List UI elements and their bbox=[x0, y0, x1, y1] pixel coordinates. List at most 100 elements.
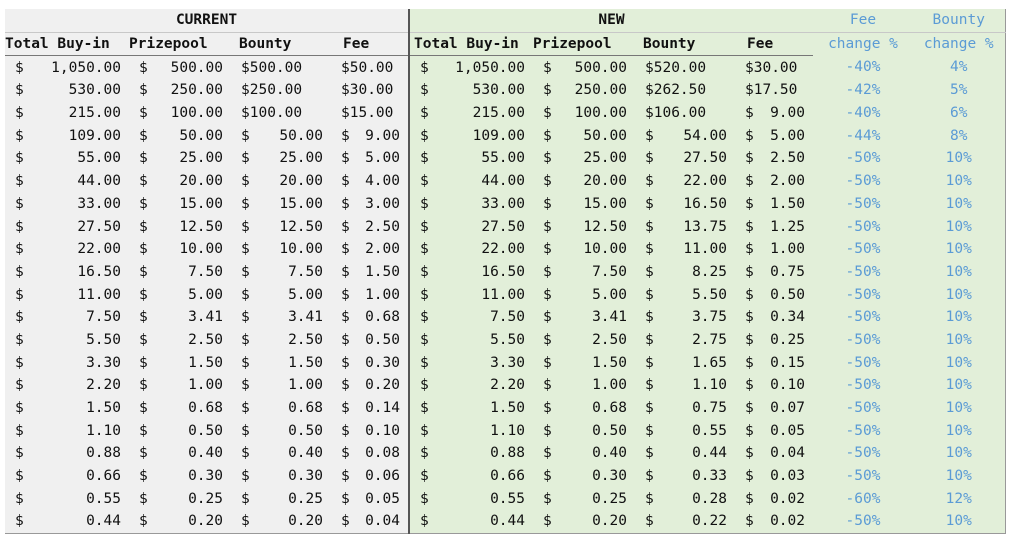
fee-change-cell[interactable]: -60% bbox=[813, 487, 913, 511]
current-fee-cell[interactable]: $0.10 bbox=[331, 419, 409, 443]
new-fee-cell[interactable]: $30.00 bbox=[735, 55, 813, 80]
fee-change-cell[interactable]: -50% bbox=[813, 351, 913, 374]
bounty-change-cell[interactable]: 10% bbox=[913, 169, 1006, 193]
new-total-buyin-cell[interactable]: $22.00 bbox=[408, 237, 533, 261]
new-bounty-cell[interactable]: $1.65 bbox=[635, 351, 735, 374]
current-total-buyin-cell[interactable]: $0.88 bbox=[5, 442, 129, 465]
current-bounty-cell[interactable]: $0.30 bbox=[231, 464, 331, 488]
bounty-change-cell[interactable]: 10% bbox=[913, 192, 1006, 216]
new-total-buyin-cell[interactable]: $1.50 bbox=[408, 396, 533, 420]
current-fee-header[interactable]: Fee bbox=[331, 32, 409, 57]
current-fee-cell[interactable]: $15.00 bbox=[331, 101, 409, 125]
current-bounty-cell[interactable]: $10.00 bbox=[231, 237, 331, 261]
new-bounty-cell[interactable]: $0.44 bbox=[635, 442, 735, 465]
current-fee-cell[interactable]: $2.00 bbox=[331, 237, 409, 261]
current-bounty-cell[interactable]: $100.00 bbox=[231, 101, 331, 125]
bounty-change-cell[interactable]: 10% bbox=[913, 374, 1006, 397]
current-prizepool-cell[interactable]: $7.50 bbox=[129, 260, 231, 284]
current-fee-cell[interactable]: $9.00 bbox=[331, 124, 409, 148]
current-bounty-cell[interactable]: $20.00 bbox=[231, 169, 331, 193]
current-prizepool-cell[interactable]: $3.41 bbox=[129, 305, 231, 329]
current-prizepool-cell[interactable]: $100.00 bbox=[129, 101, 231, 125]
fee-change-cell[interactable]: -50% bbox=[813, 237, 913, 261]
fee-change-cell[interactable]: -50% bbox=[813, 215, 913, 238]
new-fee-cell[interactable]: $5.00 bbox=[735, 124, 813, 148]
new-prizepool-cell[interactable]: $12.50 bbox=[533, 215, 635, 238]
fee-change-cell[interactable]: -50% bbox=[813, 442, 913, 465]
current-prizepool-cell[interactable]: $1.50 bbox=[129, 351, 231, 374]
new-bounty-cell[interactable]: $11.00 bbox=[635, 237, 735, 261]
fee-change-cell[interactable]: -50% bbox=[813, 328, 913, 352]
bounty-change-header-line2[interactable]: change % bbox=[913, 32, 1006, 56]
new-prizepool-cell[interactable]: $0.25 bbox=[533, 487, 635, 511]
current-bounty-cell[interactable]: $0.50 bbox=[231, 419, 331, 443]
bounty-change-cell[interactable]: 10% bbox=[913, 419, 1006, 443]
fee-change-header-line2[interactable]: change % bbox=[813, 32, 913, 56]
new-total-buyin-cell[interactable]: $0.44 bbox=[408, 510, 533, 534]
fee-change-cell[interactable]: -50% bbox=[813, 419, 913, 443]
fee-change-header-line1[interactable]: Fee bbox=[813, 9, 913, 33]
fee-change-cell[interactable]: -40% bbox=[813, 101, 913, 125]
current-total-buyin-cell[interactable]: $16.50 bbox=[5, 260, 129, 284]
current-bounty-cell[interactable]: $3.41 bbox=[231, 305, 331, 329]
new-prizepool-cell[interactable]: $5.00 bbox=[533, 283, 635, 306]
current-bounty-header[interactable]: Bounty bbox=[231, 32, 331, 57]
fee-change-cell[interactable]: -50% bbox=[813, 374, 913, 397]
new-prizepool-cell[interactable]: $10.00 bbox=[533, 237, 635, 261]
current-total-buyin-cell[interactable]: $530.00 bbox=[5, 79, 129, 102]
new-total-buyin-cell[interactable]: $109.00 bbox=[408, 124, 533, 148]
current-fee-cell[interactable]: $2.50 bbox=[331, 215, 409, 238]
new-group-header[interactable]: NEW bbox=[408, 9, 813, 33]
bounty-change-cell[interactable]: 10% bbox=[913, 305, 1006, 329]
fee-change-cell[interactable]: -50% bbox=[813, 305, 913, 329]
new-fee-cell[interactable]: $0.75 bbox=[735, 260, 813, 284]
new-bounty-cell[interactable]: $27.50 bbox=[635, 147, 735, 170]
current-fee-cell[interactable]: $0.06 bbox=[331, 464, 409, 488]
fee-change-cell[interactable]: -50% bbox=[813, 169, 913, 193]
new-bounty-header[interactable]: Bounty bbox=[635, 32, 735, 57]
new-total-buyin-cell[interactable]: $33.00 bbox=[408, 192, 533, 216]
current-bounty-cell[interactable]: $2.50 bbox=[231, 328, 331, 352]
current-fee-cell[interactable]: $0.08 bbox=[331, 442, 409, 465]
new-bounty-cell[interactable]: $1.10 bbox=[635, 374, 735, 397]
new-prizepool-cell[interactable]: $500.00 bbox=[533, 55, 635, 80]
new-bounty-cell[interactable]: $22.00 bbox=[635, 169, 735, 193]
fee-change-cell[interactable]: -42% bbox=[813, 79, 913, 102]
current-total-buyin-cell[interactable]: $0.66 bbox=[5, 464, 129, 488]
current-prizepool-header[interactable]: Prizepool bbox=[129, 32, 231, 57]
current-total-buyin-cell[interactable]: $27.50 bbox=[5, 215, 129, 238]
current-bounty-cell[interactable]: $50.00 bbox=[231, 124, 331, 148]
current-total-buyin-cell[interactable]: $33.00 bbox=[5, 192, 129, 216]
new-bounty-cell[interactable]: $262.50 bbox=[635, 79, 735, 102]
new-fee-header[interactable]: Fee bbox=[735, 32, 813, 57]
current-fee-cell[interactable]: $1.50 bbox=[331, 260, 409, 284]
current-bounty-cell[interactable]: $1.50 bbox=[231, 351, 331, 374]
new-bounty-cell[interactable]: $2.75 bbox=[635, 328, 735, 352]
new-total-buyin-cell[interactable]: $0.55 bbox=[408, 487, 533, 511]
fee-change-cell[interactable]: -50% bbox=[813, 283, 913, 306]
new-prizepool-cell[interactable]: $1.00 bbox=[533, 374, 635, 397]
new-fee-cell[interactable]: $0.05 bbox=[735, 419, 813, 443]
new-fee-cell[interactable]: $17.50 bbox=[735, 79, 813, 102]
new-bounty-cell[interactable]: $106.00 bbox=[635, 101, 735, 125]
current-prizepool-cell[interactable]: $0.25 bbox=[129, 487, 231, 511]
new-fee-cell[interactable]: $0.50 bbox=[735, 283, 813, 306]
new-bounty-cell[interactable]: $0.22 bbox=[635, 510, 735, 534]
new-total-buyin-cell[interactable]: $44.00 bbox=[408, 169, 533, 193]
current-bounty-cell[interactable]: $5.00 bbox=[231, 283, 331, 306]
new-total-buyin-header[interactable]: Total Buy-in bbox=[408, 32, 533, 57]
new-bounty-cell[interactable]: $16.50 bbox=[635, 192, 735, 216]
new-fee-cell[interactable]: $0.10 bbox=[735, 374, 813, 397]
new-prizepool-cell[interactable]: $2.50 bbox=[533, 328, 635, 352]
new-prizepool-cell[interactable]: $1.50 bbox=[533, 351, 635, 374]
fee-change-cell[interactable]: -44% bbox=[813, 124, 913, 148]
current-prizepool-cell[interactable]: $10.00 bbox=[129, 237, 231, 261]
bounty-change-cell[interactable]: 10% bbox=[913, 396, 1006, 420]
new-fee-cell[interactable]: $0.07 bbox=[735, 396, 813, 420]
current-group-header[interactable]: CURRENT bbox=[5, 9, 409, 33]
new-bounty-cell[interactable]: $0.55 bbox=[635, 419, 735, 443]
new-prizepool-cell[interactable]: $0.50 bbox=[533, 419, 635, 443]
new-bounty-cell[interactable]: $0.33 bbox=[635, 464, 735, 488]
current-fee-cell[interactable]: $0.05 bbox=[331, 487, 409, 511]
fee-change-cell[interactable]: -40% bbox=[813, 55, 913, 80]
